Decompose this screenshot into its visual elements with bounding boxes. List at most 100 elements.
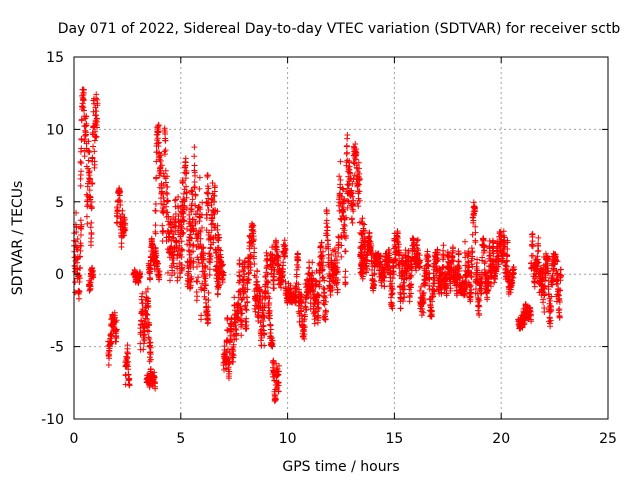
data-point [541,282,548,289]
data-point [399,286,406,293]
data-point [198,312,205,319]
data-point [350,208,357,215]
data-point [420,309,427,316]
data-point [351,172,358,179]
data-point [178,219,185,226]
data-point [106,355,113,362]
data-point [183,190,190,197]
data-point [381,274,388,281]
data-point [532,273,539,280]
data-point [163,198,170,205]
data-point [296,286,303,293]
data-point [155,128,162,135]
data-point [469,248,476,255]
data-point [476,297,483,304]
data-point [368,250,375,257]
data-point [388,300,395,307]
data-point [343,232,350,239]
data-point [419,306,426,313]
data-point [316,278,323,285]
data-point [431,280,438,287]
data-point [321,277,328,284]
y-tick-label: 5 [55,195,64,211]
y-axis-ticks: -10 -5 0 5 10 15 [41,50,608,428]
data-point [282,246,289,253]
data-point [315,292,322,299]
data-point [504,239,511,246]
data-point [309,259,316,266]
data-point [476,312,483,319]
data-point [77,225,84,232]
data-point [455,258,462,265]
data-point [328,251,335,258]
data-point [208,252,214,259]
data-point [504,245,511,252]
data-point [153,174,160,181]
data-point [359,215,366,222]
data-point [226,349,233,356]
data-point [212,232,219,239]
x-tick-label: 0 [70,431,79,447]
data-point [315,298,322,305]
data-point [168,243,175,250]
data-point [141,337,148,344]
data-point [415,236,422,243]
data-point [215,282,222,289]
data-point [80,107,87,114]
data-point [253,279,260,286]
data-point [76,275,83,282]
data-point [356,165,363,172]
data-point [553,257,560,264]
data-point [205,317,212,324]
data-point [321,301,328,308]
data-point [74,246,81,253]
data-point [251,245,258,252]
data-point [323,210,330,217]
data-point [191,184,198,191]
data-point [468,286,475,293]
data-point [214,222,221,229]
data-point [343,142,350,149]
data-point [346,157,353,164]
data-point [264,284,271,291]
y-tick-label: -5 [50,340,64,356]
data-point [179,202,186,209]
data-point [179,264,186,271]
data-point [426,276,433,283]
data-point [192,192,199,199]
data-point [220,261,227,268]
data-point [434,258,441,265]
data-point [175,193,182,200]
data-point [164,173,171,180]
data-point [261,314,268,321]
data-point [323,217,330,224]
data-point [428,307,435,314]
data-point [147,275,154,282]
data-point [77,217,84,224]
data-point [534,248,541,255]
data-point [411,241,418,248]
data-point [243,322,250,329]
data-point [152,208,159,215]
data-point [316,283,323,290]
data-point [94,100,101,107]
data-point [334,264,341,271]
data-point [78,168,85,175]
data-point [237,291,244,298]
data-point [547,308,554,315]
data-point [205,297,212,304]
data-point [197,228,204,235]
x-axis-label: GPS time / hours [282,459,399,475]
data-point [113,335,120,342]
data-point [547,323,554,330]
data-point [215,235,222,242]
data-point [88,219,95,226]
data-point [186,251,193,258]
data-point [232,325,239,332]
data-point [81,96,88,103]
data-point [465,251,472,258]
data-point [210,220,217,227]
data-point [346,169,353,176]
data-point [88,199,95,206]
data-point [85,157,92,164]
